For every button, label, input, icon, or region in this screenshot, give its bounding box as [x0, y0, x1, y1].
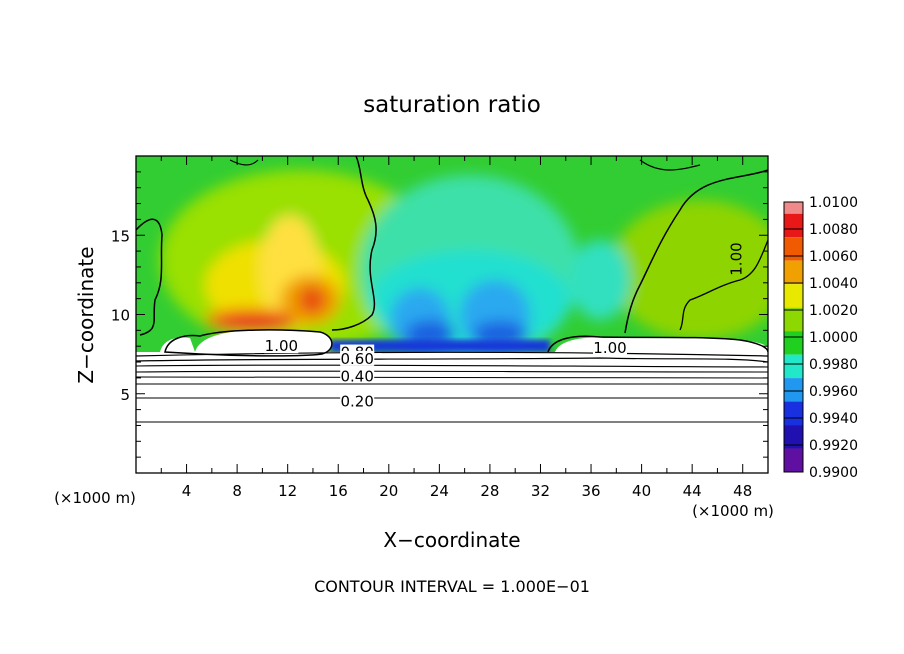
contour-label: 0.60	[340, 350, 373, 368]
contour-label-bg	[340, 368, 375, 384]
colorbar-swatch	[784, 331, 803, 355]
contour-lines	[136, 156, 768, 423]
contour-interval-note: CONTOUR INTERVAL = 1.000E−01	[314, 577, 590, 596]
colorbar-label: 1.0020	[809, 303, 858, 319]
colorbar-label: 1.0060	[809, 249, 858, 265]
contour-label-bg	[340, 393, 375, 409]
chart-title: saturation ratio	[363, 92, 541, 118]
contour-label: 0.20	[340, 393, 373, 411]
contour-label: 0.40	[340, 367, 373, 385]
contour-label: 1.00	[265, 337, 298, 355]
colorbar-swatch	[784, 354, 803, 379]
contour-labels: 1.001.001.000.800.600.400.20	[264, 242, 745, 411]
x-tick-label: 20	[379, 482, 398, 500]
x-tick-label: 36	[581, 482, 600, 500]
colorbar-label: 0.9940	[809, 411, 858, 427]
heatmap-field	[136, 156, 768, 473]
x-axis-label: X−coordinate	[383, 528, 520, 552]
colorbar-label: 1.0000	[809, 330, 858, 346]
x-tick-label: 4	[182, 482, 192, 500]
colorbar-swatch	[784, 425, 803, 449]
x-tick-label: 8	[232, 482, 242, 500]
colorbar-label: 0.9900	[809, 465, 858, 481]
x-unit-right: (×1000 m)	[692, 502, 774, 520]
contour-label: 1.00	[727, 242, 745, 275]
colorbar-swatch	[784, 284, 803, 308]
x-tick-label: 44	[683, 482, 702, 500]
colorbar-swatch	[784, 237, 803, 261]
x-unit-left: (×1000 m)	[54, 489, 136, 507]
y-tick-label: 5	[120, 386, 130, 404]
colorbar-label: 0.9920	[809, 438, 858, 454]
y-axis-label: Z−coordinate	[74, 246, 98, 383]
colorbar-swatch	[784, 448, 803, 472]
contour-label-bg	[593, 339, 627, 355]
colorbar-label: 0.9960	[809, 384, 858, 400]
colorbar-swatch	[784, 378, 803, 402]
contour-label-bg	[264, 338, 299, 354]
colorbar-label: 1.0100	[809, 195, 858, 211]
y-tick-label: 15	[111, 227, 130, 245]
colorbar-swatch	[784, 202, 803, 214]
colorbar-label: 0.9980	[809, 357, 858, 373]
colorbar-swatch	[784, 307, 803, 332]
colorbar: 1.0100 1.0080 1.0060 1.0040 1.0020 1.0000 0.99…	[783, 195, 858, 481]
y-tick-label: 10	[111, 307, 130, 325]
colorbar-label: 1.0080	[809, 222, 858, 238]
contour-label: 1.00	[593, 339, 626, 357]
x-tick-label: 24	[430, 482, 449, 500]
y-axis: 5 10 15	[111, 171, 768, 458]
saturation-blobs	[160, 170, 768, 365]
colorbar-swatch	[784, 401, 803, 426]
x-axis: 4 8 12 16 20 24 28 32 36 40 44 48	[160, 156, 752, 500]
contour-label-bg	[340, 350, 375, 366]
x-tick-label: 12	[278, 482, 297, 500]
x-tick-label: 32	[531, 482, 550, 500]
x-tick-label: 28	[480, 482, 499, 500]
subcloud-region	[136, 352, 768, 473]
x-tick-label: 40	[632, 482, 651, 500]
colorbar-swatch	[784, 260, 803, 285]
blue-band	[330, 340, 550, 352]
colorbar-swatch	[784, 213, 803, 238]
x-tick-label: 48	[733, 482, 752, 500]
colorbar-label: 1.0040	[809, 276, 858, 292]
x-tick-label: 16	[329, 482, 348, 500]
